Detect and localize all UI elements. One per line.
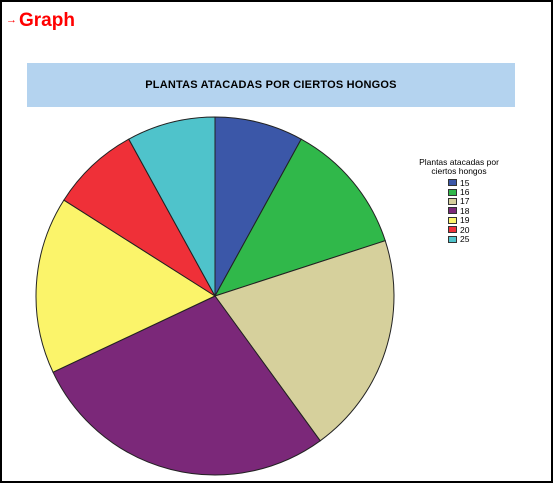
legend-swatch <box>448 188 457 196</box>
pie-slice-20 <box>63 138 216 297</box>
legend-label: 15 <box>460 177 470 188</box>
legend-swatch <box>448 216 457 224</box>
output-header[interactable]: → Graph <box>6 10 75 32</box>
chart-title-band: PLANTAS ATACADAS POR CIERTOS HONGOS <box>27 63 515 107</box>
legend-swatch <box>448 179 457 187</box>
output-title: Graph <box>19 10 75 31</box>
pie-slice-16 <box>213 138 386 297</box>
legend-item-18: 18 <box>448 205 512 216</box>
legend-label: 20 <box>460 224 470 235</box>
legend-item-15: 15 <box>448 177 512 188</box>
legend-item-19: 19 <box>448 215 512 226</box>
legend-items: 15 16 17 18 19 20 25 <box>406 178 512 244</box>
legend-label: 25 <box>460 234 470 245</box>
pie-slice-25 <box>128 116 216 297</box>
legend-label: 17 <box>460 196 470 207</box>
legend-label: 18 <box>460 205 470 216</box>
legend-swatch <box>448 235 457 243</box>
legend-item-20: 20 <box>448 224 512 235</box>
legend-label: 16 <box>460 187 470 198</box>
legend-title: Plantas atacadas por ciertos hongos <box>419 157 499 176</box>
legend-item-16: 16 <box>448 187 512 198</box>
arrow-right-icon: → <box>6 14 17 26</box>
legend-item-17: 17 <box>448 196 512 207</box>
pie-slice-17 <box>214 240 395 442</box>
legend-swatch <box>448 226 457 234</box>
legend-item-25: 25 <box>448 234 512 245</box>
legend-swatch <box>448 207 457 215</box>
legend-label: 19 <box>460 215 470 226</box>
pie-slice-18 <box>52 295 321 476</box>
pie-slice-15 <box>214 116 302 297</box>
legend-swatch <box>448 197 457 205</box>
pie-slice-19 <box>35 199 217 373</box>
chart-title: PLANTAS ATACADAS POR CIERTOS HONGOS <box>145 79 397 91</box>
chart-legend: Plantas atacadas por ciertos hongos 15 16… <box>406 157 512 245</box>
